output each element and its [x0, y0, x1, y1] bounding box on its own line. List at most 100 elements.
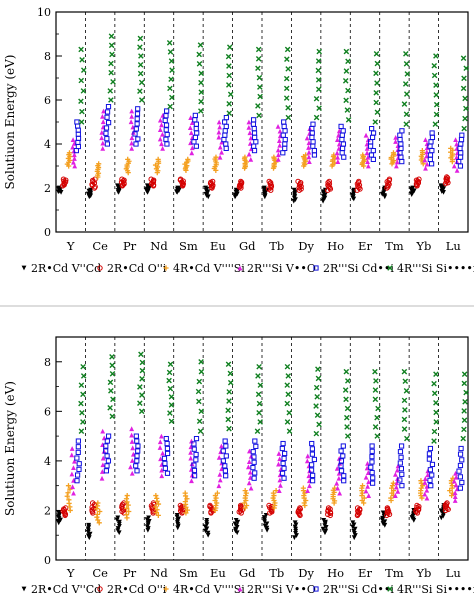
data-point — [388, 495, 394, 501]
data-point — [315, 67, 322, 74]
data-point — [433, 92, 440, 98]
data-point — [285, 373, 292, 379]
data-point — [60, 176, 67, 182]
data-point — [183, 510, 189, 516]
data-point — [343, 68, 350, 74]
data-point — [134, 116, 140, 122]
data-point — [365, 470, 371, 475]
data-point — [431, 380, 437, 387]
data-point — [315, 366, 321, 373]
data-point — [428, 483, 434, 489]
data-point — [166, 40, 173, 46]
data-point — [307, 130, 312, 136]
data-point — [220, 458, 226, 464]
data-point — [110, 396, 116, 403]
category-label: Gd — [239, 566, 256, 580]
data-point — [226, 425, 232, 432]
data-point — [461, 408, 467, 414]
data-point — [369, 459, 375, 465]
data-point — [310, 139, 316, 145]
data-point — [104, 463, 110, 469]
y-axis-label: Solutiuon Energy (eV) — [3, 55, 17, 190]
category-label: Ho — [327, 239, 344, 253]
data-point — [157, 127, 163, 132]
chart-panel-1: 0 2 4 6 8 10 Solutiuon Energy (eV) Y Ce Pr Nd Sm Eu G… — [3, 6, 474, 275]
data-point — [124, 505, 130, 511]
data-point — [281, 475, 287, 481]
data-point — [189, 478, 194, 484]
data-point — [427, 477, 433, 483]
data-point — [401, 416, 408, 423]
data-point — [463, 65, 470, 72]
data-point — [309, 134, 315, 141]
data-point — [104, 136, 110, 142]
data-point — [105, 458, 112, 464]
legend-marker — [313, 265, 319, 271]
data-point — [429, 461, 436, 468]
category-label: Y — [66, 566, 75, 580]
data-point — [139, 392, 145, 398]
y-tick-label: 6 — [44, 94, 51, 107]
data-point — [191, 441, 197, 447]
data-point — [257, 84, 263, 90]
data-point — [209, 178, 216, 185]
data-point — [419, 148, 425, 154]
data-point — [343, 396, 349, 403]
data-point — [424, 495, 430, 501]
data-point — [226, 82, 232, 88]
data-point — [222, 438, 228, 444]
data-point — [95, 517, 101, 523]
data-point — [276, 138, 282, 143]
data-point — [284, 56, 290, 62]
data-point — [297, 505, 303, 511]
data-point — [250, 449, 256, 455]
legend-label: 4R•Cd V''''Si — [173, 583, 245, 596]
data-point — [310, 121, 316, 127]
data-point — [223, 123, 229, 130]
data-point — [117, 519, 122, 525]
data-point — [306, 149, 312, 155]
data-point — [463, 105, 469, 112]
data-point — [160, 146, 166, 151]
data-point — [340, 453, 346, 459]
data-point — [306, 159, 312, 164]
data-point — [129, 140, 135, 146]
data-point — [108, 388, 114, 394]
data-point — [115, 183, 120, 189]
data-point — [204, 517, 210, 523]
data-point — [198, 368, 205, 375]
data-point — [461, 380, 468, 387]
data-point — [226, 72, 233, 79]
category-label: Pr — [123, 566, 137, 580]
data-point — [366, 493, 372, 498]
data-point — [226, 110, 233, 116]
data-point — [248, 453, 254, 459]
data-point — [461, 75, 467, 82]
data-point — [72, 458, 77, 464]
data-point — [438, 508, 444, 514]
data-point — [74, 478, 80, 484]
data-point — [138, 97, 145, 103]
data-point — [205, 530, 211, 536]
data-point — [313, 430, 320, 437]
data-point — [175, 185, 181, 191]
data-point — [457, 451, 464, 457]
data-point — [213, 495, 219, 501]
data-point — [424, 161, 430, 167]
data-point — [292, 535, 297, 541]
data-point — [166, 377, 172, 384]
data-point — [343, 414, 350, 421]
data-point — [398, 454, 404, 460]
data-point — [327, 512, 333, 519]
data-point — [79, 409, 85, 416]
data-point — [314, 394, 320, 400]
category-label: Dy — [298, 239, 314, 253]
data-point — [86, 522, 92, 528]
data-point — [334, 150, 340, 156]
data-point — [359, 483, 366, 489]
data-point — [104, 114, 110, 120]
series-1 — [55, 183, 447, 204]
chart-panel-2: 0 2 4 6 8 Solutiuon Energy (eV) Y Ce Pr Nd Sm Eu Gd T… — [3, 336, 474, 596]
data-point — [345, 87, 351, 94]
data-point — [94, 506, 100, 512]
